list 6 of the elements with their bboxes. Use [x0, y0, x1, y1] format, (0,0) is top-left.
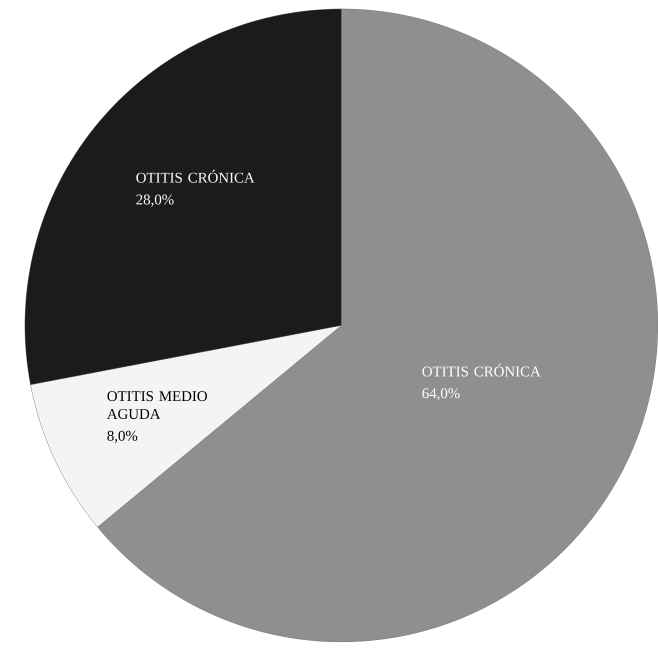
slice-label: OTITIS CRÓNICA: [422, 364, 541, 377]
data-label: 8,0%: [107, 430, 138, 444]
data-label: 64,0%: [422, 388, 460, 401]
slice-label: OTITIS MEDIO AGUDA: [106, 391, 207, 420]
slice-label: OTITIS CRÓNICA: [136, 170, 255, 183]
data-label: 28,0%: [136, 194, 174, 207]
